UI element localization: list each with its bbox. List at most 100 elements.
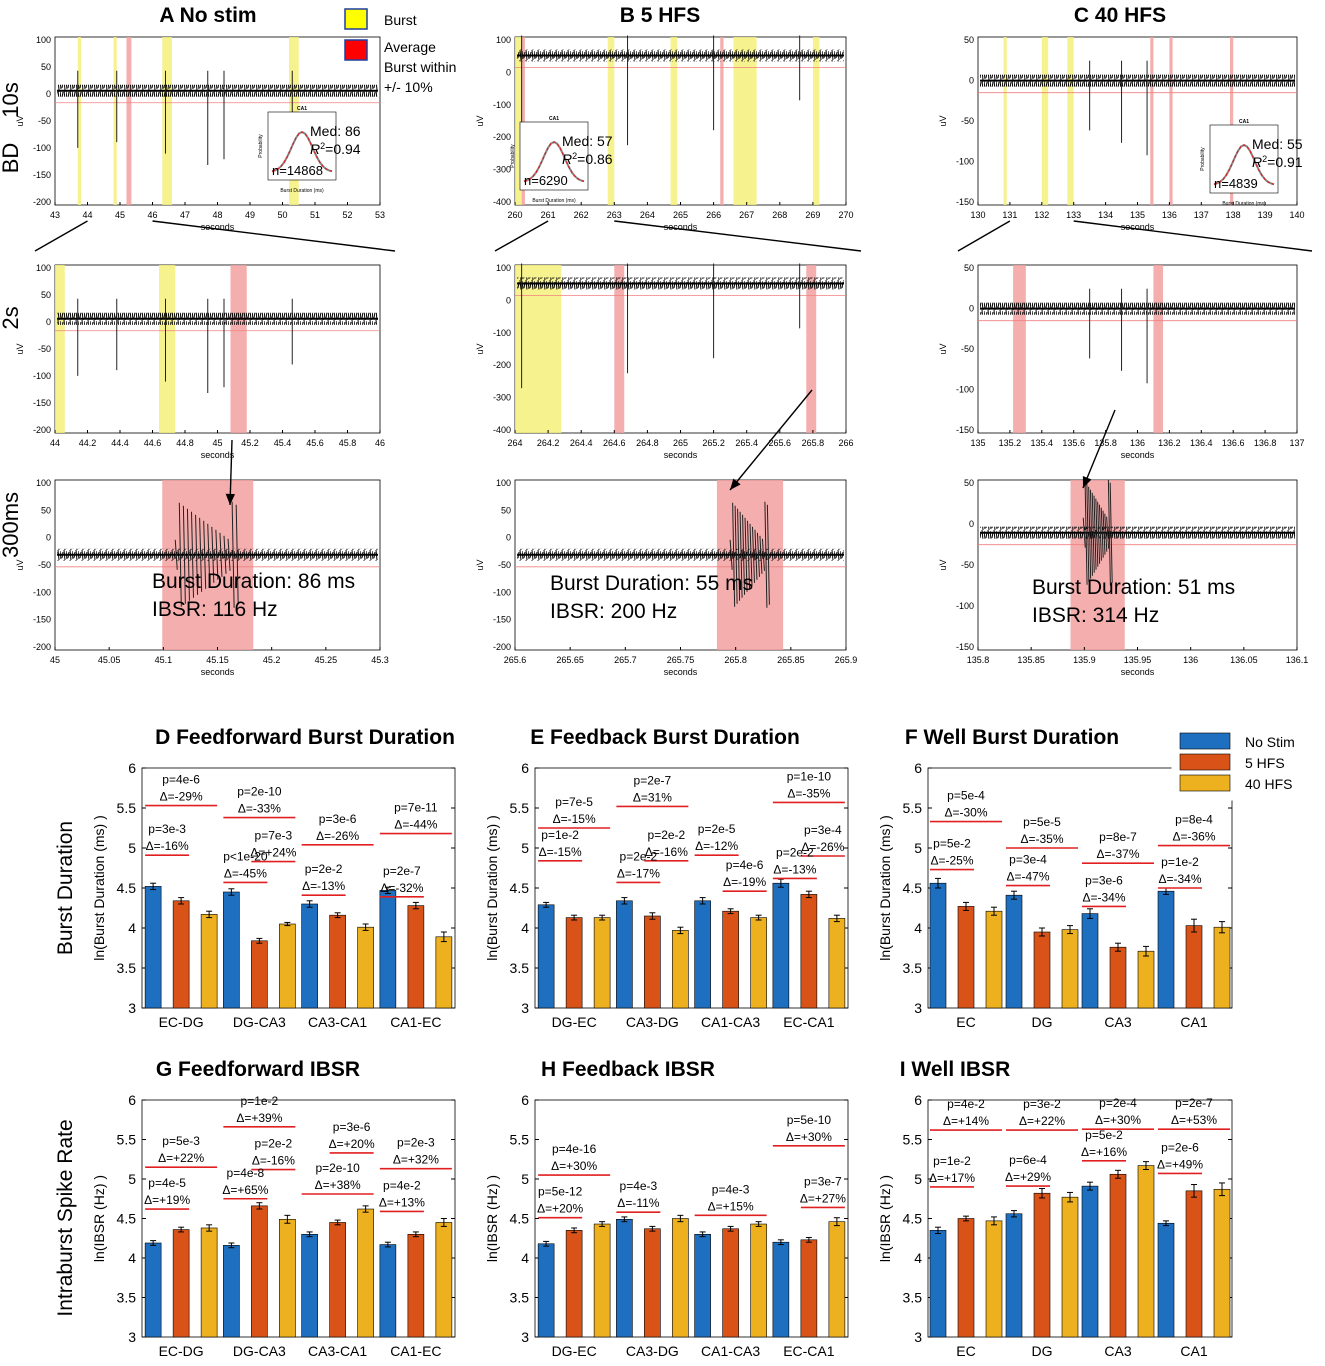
average-burst-box — [126, 37, 132, 205]
x-tick-label: 45.1 — [155, 655, 173, 665]
x-tick-label: 265 — [673, 210, 688, 220]
p-value-label: p=4e-3 — [712, 1182, 750, 1196]
bar — [537, 904, 555, 1009]
p-value-label: p=2e-2 — [620, 849, 658, 863]
spike — [219, 532, 223, 577]
y-axis-label: uV — [15, 559, 25, 570]
delta-label: Δ=-15% — [553, 812, 596, 826]
x-tick-label: 265 — [673, 438, 688, 448]
row-label-10s: 10s — [0, 82, 23, 117]
p-value-label: p=7e-11 — [394, 801, 438, 815]
inset-n: n=4839 — [1214, 176, 1258, 191]
y-tick-label: 50 — [41, 505, 51, 515]
x-tick-label: 45 — [50, 655, 60, 665]
delta-label: Δ=+53% — [1171, 1113, 1217, 1127]
p-value-label: p=3e-2 — [1023, 1097, 1061, 1111]
p-value-label: p=2e-2 — [776, 845, 814, 859]
delta-label: Δ=+38% — [315, 1178, 361, 1192]
bar-chart-G: G Feedforward IBSR 3 3.5 4 4.5 5 5.5 6 ln(IBSR (… — [91, 1058, 456, 1359]
x-tick-label: 264.6 — [603, 438, 626, 448]
x-tick-label: EC — [956, 1014, 975, 1030]
y-tick-label: 5.5 — [117, 800, 137, 816]
bar — [537, 1243, 555, 1338]
spike — [203, 520, 207, 589]
spike — [1084, 480, 1088, 585]
y-tick-label: 3.5 — [117, 960, 137, 976]
y-tick-label: -100 — [493, 100, 511, 110]
ibsr-annotation: IBSR: 200 Hz — [550, 600, 677, 623]
bar — [1081, 913, 1099, 1009]
bar — [357, 1208, 374, 1338]
spike — [211, 526, 215, 583]
average-burst-box — [521, 37, 525, 205]
y-tick-label: -100 — [956, 385, 974, 395]
row-title-burst-duration: Burst Duration — [54, 821, 77, 955]
p-value-label: p=5e-3 — [162, 1134, 200, 1148]
x-tick-label: 44.4 — [111, 438, 129, 448]
spike — [744, 517, 748, 592]
y-tick-label: 4 — [521, 1250, 529, 1266]
x-tick-label: 264 — [640, 210, 655, 220]
y-tick-label: 50 — [964, 35, 974, 45]
delta-label: Δ=+24% — [250, 846, 296, 860]
y-tick-label: 100 — [36, 263, 51, 273]
bar — [616, 900, 633, 1009]
r2-exponent: 2 — [572, 151, 577, 161]
inset-n: n=14868 — [272, 163, 323, 178]
x-tick-label: 270 — [838, 210, 853, 220]
bar — [985, 910, 1003, 1009]
delta-label: Δ=-30% — [944, 806, 987, 820]
y-tick-label: 3 — [128, 1000, 136, 1016]
x-tick-label: 135.85 — [1017, 655, 1045, 665]
axes-frame — [514, 264, 847, 434]
spike — [235, 504, 239, 605]
axes-frame — [977, 479, 1298, 651]
burst-box — [515, 37, 522, 205]
bar — [750, 1223, 767, 1338]
bar-chart-I: I Well IBSR 3 3.5 4 4.5 5 5.5 6 ln(IBSR (Hz) ) EC… — [877, 1058, 1233, 1359]
bar — [772, 1241, 790, 1338]
burst-box — [159, 265, 176, 433]
p-value-label: p=3e-6 — [319, 812, 357, 826]
delta-label: Δ=+30% — [1095, 1113, 1141, 1127]
x-axis-label: seconds — [201, 222, 235, 232]
y-tick-label: 3 — [914, 1000, 922, 1016]
y-tick-label: -50 — [961, 344, 974, 354]
panel-title: B 5 HFS — [620, 4, 701, 27]
y-tick-label: -300 — [493, 165, 511, 175]
average-burst-box — [720, 37, 724, 205]
x-tick-label: 265.65 — [556, 655, 584, 665]
y-tick-label: -50 — [961, 116, 974, 126]
legend-label: 5 HFS — [1245, 755, 1285, 771]
y-tick-label: 5.5 — [903, 1132, 923, 1148]
bar — [200, 914, 218, 1009]
delta-label: Δ=-12% — [695, 839, 738, 853]
spike — [1106, 516, 1110, 549]
y-tick-label: -200 — [493, 642, 511, 652]
p-value-label: p=1e-2 — [933, 1154, 971, 1168]
series-legend: No Stim 5 HFS 40 HFS — [1171, 726, 1325, 801]
delta-label: Δ=-36% — [1172, 830, 1215, 844]
chart-title: F Well Burst Duration — [905, 726, 1119, 749]
p-value-label: p=1e-2 — [241, 1094, 279, 1108]
y-tick-label: 100 — [496, 478, 511, 488]
p-value-label: p=5e-2 — [933, 837, 971, 851]
bar — [593, 917, 611, 1009]
p-value-label: p<1e-20 — [223, 849, 268, 863]
bar — [929, 882, 947, 1009]
x-tick-label: 135.95 — [1124, 655, 1152, 665]
y-tick-label: 50 — [964, 478, 974, 488]
spike — [231, 501, 235, 608]
burst-box — [1067, 37, 1074, 205]
y-tick-label: 3 — [521, 1329, 529, 1345]
bar — [379, 890, 397, 1009]
x-tick-label: 45.3 — [371, 655, 389, 665]
bar — [407, 905, 425, 1009]
x-tick-label: 45.25 — [315, 655, 338, 665]
bar — [407, 1234, 425, 1338]
average-burst-box — [1169, 37, 1173, 205]
spike — [759, 535, 763, 574]
bar — [279, 1218, 296, 1338]
bar-chart-H: H Feedback IBSR 3 3.5 4 4.5 5 5.5 6 ln(IBSR (Hz)… — [484, 1058, 849, 1359]
p-value-label: p=4e-5 — [148, 1176, 186, 1190]
